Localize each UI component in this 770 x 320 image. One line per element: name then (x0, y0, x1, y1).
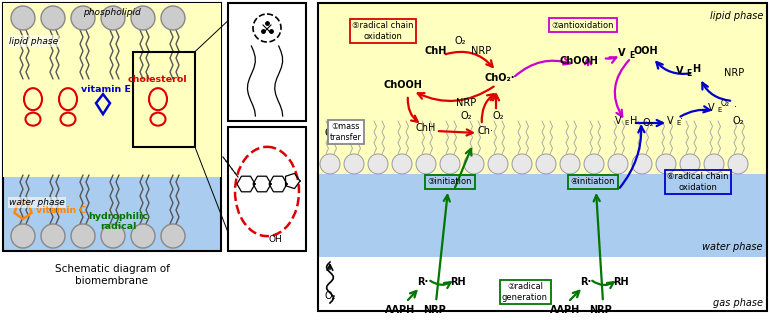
Text: ③initiation: ③initiation (428, 177, 472, 187)
Text: AAPH: AAPH (550, 305, 580, 315)
Circle shape (41, 224, 65, 248)
Circle shape (71, 224, 95, 248)
Text: ChOOH: ChOOH (560, 56, 598, 66)
Text: NRP: NRP (588, 305, 611, 315)
Text: water phase: water phase (9, 198, 65, 207)
Circle shape (131, 6, 155, 30)
Text: E: E (717, 107, 721, 113)
Text: ChO₂·: ChO₂· (485, 73, 515, 83)
Circle shape (320, 154, 340, 174)
Text: V: V (676, 66, 684, 76)
Circle shape (416, 154, 436, 174)
Text: ①mass
transfer: ①mass transfer (330, 122, 362, 142)
Text: ②radical
generation: ②radical generation (502, 283, 548, 302)
Text: ·: · (680, 114, 683, 124)
Text: hydrophilic
radical: hydrophilic radical (89, 212, 149, 231)
Text: ④initiation: ④initiation (571, 177, 615, 187)
Text: OOH: OOH (634, 46, 658, 56)
Text: O₂: O₂ (492, 111, 504, 121)
Text: ⑤radical chain
oxidation: ⑤radical chain oxidation (352, 21, 413, 41)
Text: O₂: O₂ (460, 111, 472, 121)
Circle shape (11, 6, 35, 30)
Text: E: E (629, 51, 634, 60)
Text: vitamin E: vitamin E (82, 85, 132, 94)
Circle shape (71, 6, 95, 30)
Circle shape (728, 154, 748, 174)
Circle shape (656, 154, 676, 174)
Circle shape (41, 6, 65, 30)
Text: O₂: O₂ (721, 99, 730, 108)
Text: O₂: O₂ (454, 36, 466, 46)
FancyBboxPatch shape (3, 3, 221, 251)
Text: O₂: O₂ (642, 118, 654, 128)
FancyBboxPatch shape (3, 3, 221, 177)
Circle shape (560, 154, 580, 174)
Text: vitamin C: vitamin C (36, 205, 86, 215)
Text: V: V (667, 116, 673, 126)
Text: ⑥radical chain
oxidation: ⑥radical chain oxidation (668, 172, 728, 192)
Text: Ch·: Ch· (478, 126, 494, 136)
Circle shape (704, 154, 724, 174)
Text: O₂: O₂ (324, 291, 336, 301)
Text: Schematic diagram of
biomembrane: Schematic diagram of biomembrane (55, 264, 169, 285)
Circle shape (608, 154, 628, 174)
Text: V: V (708, 103, 715, 113)
Circle shape (101, 6, 125, 30)
Circle shape (392, 154, 412, 174)
Circle shape (512, 154, 532, 174)
Text: AAPH: AAPH (385, 305, 415, 315)
Text: ·: · (734, 102, 737, 112)
Circle shape (536, 154, 556, 174)
Circle shape (488, 154, 508, 174)
Text: E: E (686, 68, 691, 77)
Text: V: V (614, 116, 621, 126)
Circle shape (584, 154, 604, 174)
Circle shape (101, 224, 125, 248)
Text: E: E (676, 120, 681, 126)
Text: ⑦antioxidation: ⑦antioxidation (552, 20, 614, 29)
Text: water phase: water phase (702, 242, 763, 252)
FancyBboxPatch shape (318, 174, 767, 257)
Text: R·: R· (581, 277, 591, 287)
Text: phospholipid: phospholipid (83, 8, 141, 17)
Text: NRP: NRP (424, 305, 447, 315)
Circle shape (440, 154, 460, 174)
Text: V: V (618, 48, 626, 58)
Text: O₂: O₂ (732, 116, 744, 126)
Text: NRP: NRP (724, 68, 744, 78)
Text: cholesterol: cholesterol (127, 75, 187, 84)
Text: OH: OH (268, 235, 282, 244)
Text: lipid phase: lipid phase (710, 11, 763, 21)
FancyBboxPatch shape (228, 127, 306, 251)
Text: H: H (630, 116, 638, 126)
Text: R·: R· (417, 277, 429, 287)
Circle shape (11, 224, 35, 248)
Text: ChH: ChH (425, 46, 447, 56)
Text: RH: RH (613, 277, 629, 287)
Circle shape (344, 154, 364, 174)
Circle shape (632, 154, 652, 174)
Circle shape (161, 6, 185, 30)
Text: gas phase: gas phase (713, 298, 763, 308)
Text: NRP: NRP (456, 98, 476, 108)
Text: ChH: ChH (416, 123, 436, 133)
Text: lipid phase: lipid phase (9, 37, 58, 46)
FancyBboxPatch shape (318, 257, 767, 311)
Text: E: E (624, 120, 628, 126)
Text: RH: RH (450, 277, 466, 287)
FancyBboxPatch shape (318, 3, 767, 174)
FancyBboxPatch shape (228, 3, 306, 121)
Text: H: H (692, 64, 700, 74)
Text: O₂: O₂ (324, 128, 336, 138)
Circle shape (464, 154, 484, 174)
Circle shape (131, 224, 155, 248)
Circle shape (368, 154, 388, 174)
Text: NRP: NRP (471, 46, 491, 56)
Circle shape (161, 224, 185, 248)
Text: ChOOH: ChOOH (383, 80, 423, 90)
Circle shape (680, 154, 700, 174)
